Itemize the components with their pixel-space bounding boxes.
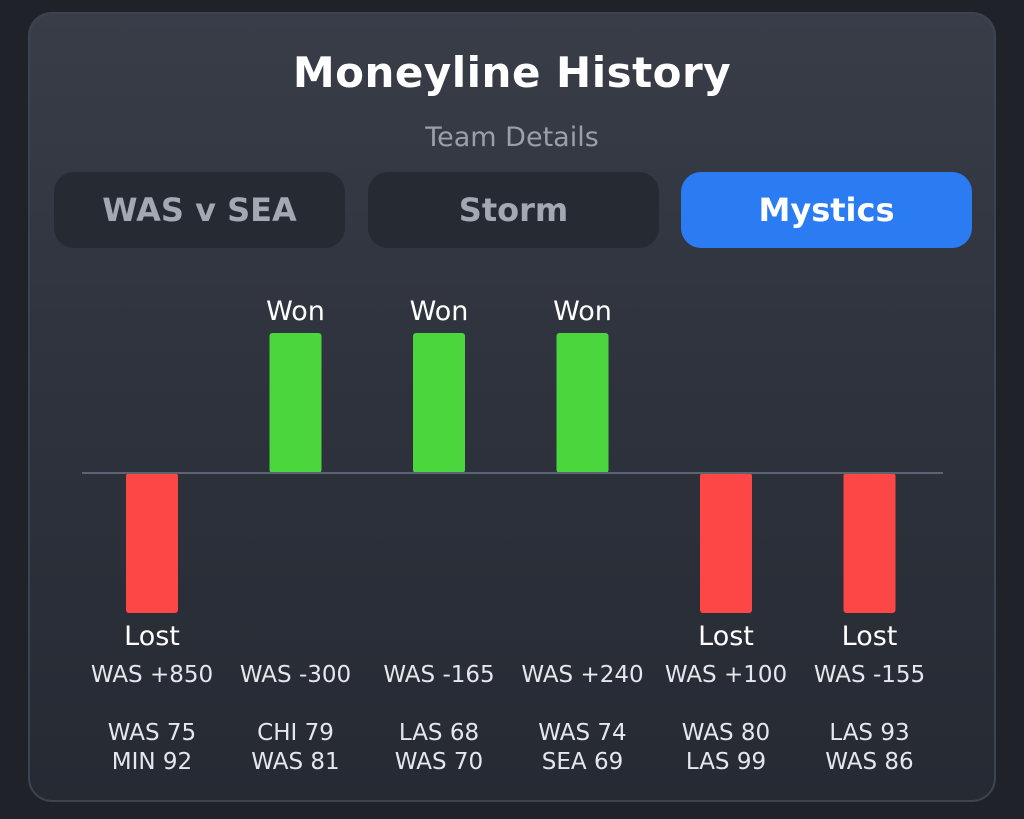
result-label: Lost <box>124 621 180 652</box>
tab-storm[interactable]: Storm <box>368 172 659 248</box>
score-label: LAS 99 <box>686 749 766 775</box>
moneyline-history-card: Moneyline History Team Details WAS v SEA… <box>28 12 996 802</box>
moneyline-label: WAS +100 <box>665 662 787 688</box>
result-label: Lost <box>842 621 898 652</box>
result-bar <box>269 333 322 473</box>
score-label: WAS 74 <box>538 720 626 746</box>
score-label: WAS 81 <box>251 749 339 775</box>
result-label: Won <box>410 296 469 327</box>
score-label: WAS 70 <box>395 749 483 775</box>
score-label: WAS 80 <box>682 720 770 746</box>
result-bar <box>700 473 752 613</box>
page-title: Moneyline History <box>292 48 732 97</box>
page-subtitle: Team Details <box>425 122 599 153</box>
result-label: Won <box>266 296 325 327</box>
result-bar <box>843 473 896 613</box>
result-bar <box>126 473 178 613</box>
score-label: MIN 92 <box>112 749 192 775</box>
score-label: LAS 68 <box>399 720 479 746</box>
result-label: Lost <box>698 621 754 652</box>
moneyline-label: WAS -165 <box>383 662 494 688</box>
result-bar <box>413 333 465 473</box>
tab-matchup[interactable]: WAS v SEA <box>54 172 345 248</box>
moneyline-label: WAS -300 <box>240 662 351 688</box>
moneyline-label: WAS +850 <box>91 662 213 688</box>
score-label: WAS 75 <box>108 720 196 746</box>
result-label: Won <box>553 296 612 327</box>
score-label: WAS 86 <box>825 749 913 775</box>
score-label: CHI 79 <box>257 720 334 746</box>
score-label: LAS 93 <box>829 720 909 746</box>
moneyline-label: WAS +240 <box>521 662 643 688</box>
score-label: SEA 69 <box>542 749 623 775</box>
tab-mystics[interactable]: Mystics <box>681 172 972 248</box>
result-bar <box>556 333 609 473</box>
moneyline-label: WAS -155 <box>814 662 925 688</box>
